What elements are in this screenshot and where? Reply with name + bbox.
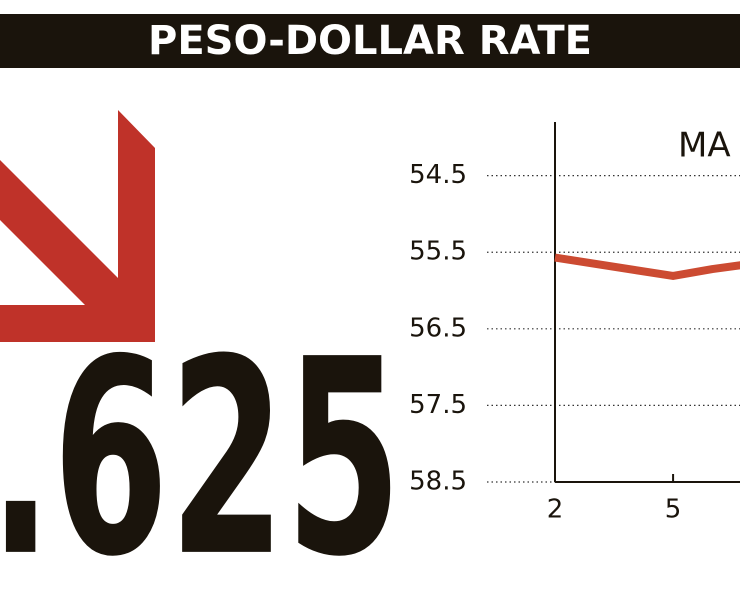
- rate-line: [554, 253, 740, 280]
- y-tick-label: 57.5: [409, 390, 467, 420]
- y-tick-label: 56.5: [409, 313, 467, 343]
- x-tick-label: 5: [665, 495, 682, 525]
- y-tick-label: 55.5: [409, 237, 467, 267]
- header-title: PESO-DOLLAR RATE: [148, 18, 592, 64]
- chart: 54.5 55.5 56.5 57.5 58.5 2 5: [409, 122, 740, 525]
- annotation: MA: [678, 126, 731, 166]
- y-tick-label: 54.5: [409, 160, 467, 190]
- y-tick-label: 58.5: [409, 467, 467, 497]
- x-tick-label: 2: [547, 495, 564, 525]
- down-arrow: [0, 110, 155, 342]
- header-bar: [0, 14, 740, 68]
- headline-value: .625: [0, 301, 402, 608]
